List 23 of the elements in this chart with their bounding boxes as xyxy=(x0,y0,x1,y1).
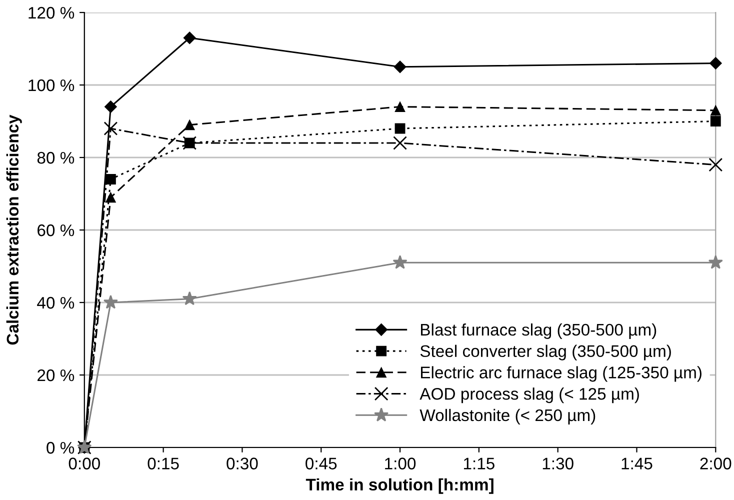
x-tick-label: 0:15 xyxy=(148,458,179,470)
legend-label: AOD process slag (< 125 µm) xyxy=(420,388,639,404)
y-tick-label: 120 % xyxy=(28,6,74,19)
y-tick-label: 0 % xyxy=(46,442,74,454)
x-tick-label: 1:00 xyxy=(385,458,416,470)
x-tick-label: 1:15 xyxy=(464,458,494,470)
y-axis-title: Calcium extraction efficiency xyxy=(6,114,22,345)
x-tick-label: 1:30 xyxy=(542,458,574,470)
x-tick-label: 0:00 xyxy=(68,458,100,470)
y-tick-label: 100 % xyxy=(28,79,74,92)
x-tick-label: 2:00 xyxy=(700,458,732,470)
y-tick-label: 40 % xyxy=(37,296,74,309)
legend-label: Electric arc furnace slag (125-350 µm) xyxy=(421,366,702,382)
x-axis-title: Time in solution [h:mm] xyxy=(306,478,494,494)
y-tick-label: 80 % xyxy=(37,152,74,164)
y-tick-label: 20 % xyxy=(38,369,74,382)
x-tick-label: 0:45 xyxy=(306,458,337,470)
y-tick-label: 60 % xyxy=(38,224,74,236)
x-tick-label: 1:45 xyxy=(622,458,652,470)
x-tick-label: 0:30 xyxy=(226,458,258,470)
legend-label: Blast furnace slag (350-500 µm) xyxy=(421,323,656,339)
legend-label: Wollastonite (< 250 µm) xyxy=(420,408,596,424)
legend-label: Steel converter slag (350-500 µm) xyxy=(420,344,671,360)
